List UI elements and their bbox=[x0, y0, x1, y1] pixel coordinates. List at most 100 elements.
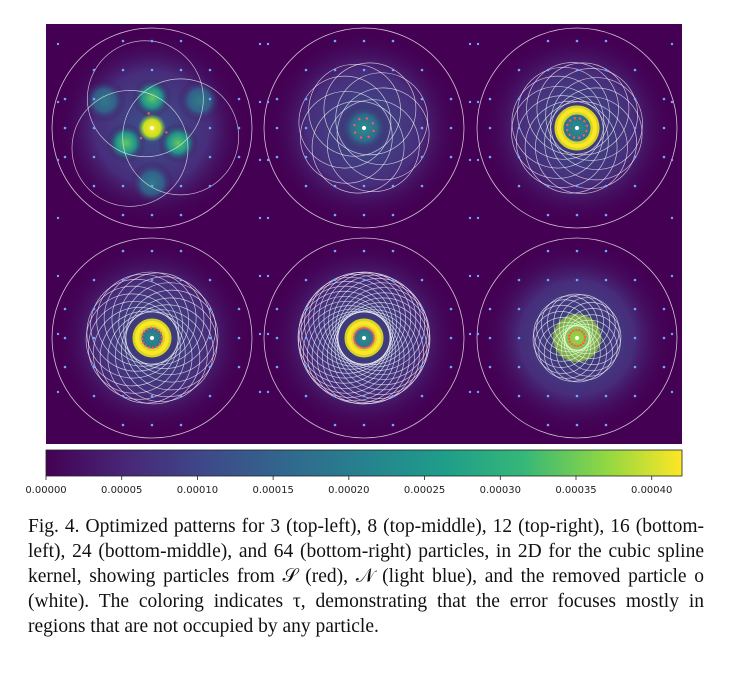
particle-n bbox=[304, 126, 308, 130]
particle-n bbox=[150, 68, 154, 72]
kernel-circle bbox=[298, 75, 392, 169]
particle-n bbox=[266, 274, 270, 278]
kernel-circle bbox=[323, 272, 417, 366]
particle-n bbox=[517, 394, 521, 398]
error-ring-core bbox=[557, 108, 597, 148]
particle-s bbox=[583, 120, 586, 123]
particle-n bbox=[662, 126, 666, 130]
colorbar-tick-label: 0.00000 bbox=[25, 485, 66, 496]
particle-n bbox=[362, 39, 366, 43]
particle-n bbox=[92, 155, 96, 159]
colorbar-tick-label: 0.00020 bbox=[328, 485, 369, 496]
kernel-circle bbox=[306, 308, 400, 402]
kernel-circle bbox=[562, 302, 620, 359]
particle-n bbox=[468, 158, 472, 162]
kernel-circle bbox=[86, 40, 204, 158]
kernel-circle bbox=[123, 282, 217, 376]
particle-n bbox=[575, 184, 579, 188]
particle-n bbox=[237, 97, 241, 101]
particle-n bbox=[362, 423, 366, 427]
particle-s bbox=[579, 343, 582, 347]
kernel-circle bbox=[337, 292, 431, 386]
support-circle bbox=[263, 237, 465, 439]
particle-s bbox=[160, 339, 163, 343]
particle-n bbox=[449, 365, 453, 369]
particle-n bbox=[121, 394, 125, 398]
particle-n bbox=[517, 155, 521, 159]
particle-s bbox=[371, 122, 375, 125]
particle-s bbox=[372, 337, 376, 340]
particle-n bbox=[150, 213, 154, 217]
particle-n bbox=[488, 365, 492, 369]
particle-s bbox=[365, 346, 368, 349]
particle-n bbox=[208, 278, 212, 282]
particle-n bbox=[670, 332, 674, 336]
error-lobe bbox=[132, 78, 172, 118]
particle-n bbox=[670, 100, 674, 104]
particle-s bbox=[367, 135, 370, 139]
particle-n bbox=[121, 423, 125, 427]
particle-n bbox=[179, 423, 183, 427]
particle-n bbox=[150, 249, 154, 253]
particle-s bbox=[572, 136, 576, 139]
particle-n bbox=[150, 423, 154, 427]
particle-n bbox=[237, 336, 241, 340]
particle-n bbox=[92, 278, 96, 282]
particle-n bbox=[258, 390, 262, 394]
particle-n bbox=[258, 216, 262, 220]
particle-n bbox=[63, 97, 67, 101]
particle-n bbox=[662, 336, 666, 340]
kernel-circle bbox=[550, 77, 643, 170]
particle-n bbox=[488, 97, 492, 101]
particle-s bbox=[146, 327, 149, 331]
particle-n bbox=[604, 394, 608, 398]
particle-s bbox=[141, 333, 144, 337]
particle-s bbox=[353, 123, 356, 127]
particle-n bbox=[121, 278, 125, 282]
particle-n bbox=[56, 274, 60, 278]
particle-n bbox=[575, 394, 579, 398]
particle-n bbox=[517, 307, 521, 311]
particle-n bbox=[275, 155, 279, 159]
kernel-circle bbox=[560, 319, 618, 377]
particle-n bbox=[362, 394, 366, 398]
particle-n bbox=[420, 126, 424, 130]
particle-n bbox=[275, 126, 279, 130]
particle-s bbox=[141, 341, 145, 344]
particle-n bbox=[391, 213, 395, 217]
particle-n bbox=[56, 216, 60, 220]
particle-n bbox=[275, 365, 279, 369]
particle-n bbox=[449, 307, 453, 311]
particle-s bbox=[573, 344, 576, 347]
particle-n bbox=[391, 394, 395, 398]
particle-n bbox=[266, 332, 270, 336]
removed-particle bbox=[575, 336, 579, 340]
kernel-circle bbox=[71, 90, 189, 207]
particle-s bbox=[368, 328, 371, 331]
particle-n bbox=[468, 274, 472, 278]
colorbar-tick-label: 0.00005 bbox=[101, 485, 142, 496]
particle-n bbox=[63, 365, 67, 369]
particle-n bbox=[575, 423, 579, 427]
particle-n bbox=[449, 336, 453, 340]
particle-s bbox=[147, 346, 151, 349]
particle-s bbox=[570, 342, 574, 346]
particle-s bbox=[576, 344, 579, 348]
particle-n bbox=[420, 307, 424, 311]
particle-s bbox=[569, 119, 572, 122]
kernel-circle bbox=[535, 101, 628, 194]
error-lobe bbox=[106, 123, 147, 163]
particle-s bbox=[158, 343, 161, 346]
kernel-circle bbox=[533, 304, 591, 362]
particle-s bbox=[370, 330, 373, 333]
particle-n bbox=[258, 158, 262, 162]
particle-s bbox=[147, 112, 150, 115]
kernel-circle bbox=[328, 274, 422, 368]
particle-n bbox=[391, 278, 395, 282]
particle-n bbox=[208, 394, 212, 398]
particle-n bbox=[468, 390, 472, 394]
kernel-circle bbox=[111, 272, 205, 366]
particle-n bbox=[391, 39, 395, 43]
particle-n bbox=[488, 126, 492, 130]
particle-n bbox=[546, 68, 550, 72]
